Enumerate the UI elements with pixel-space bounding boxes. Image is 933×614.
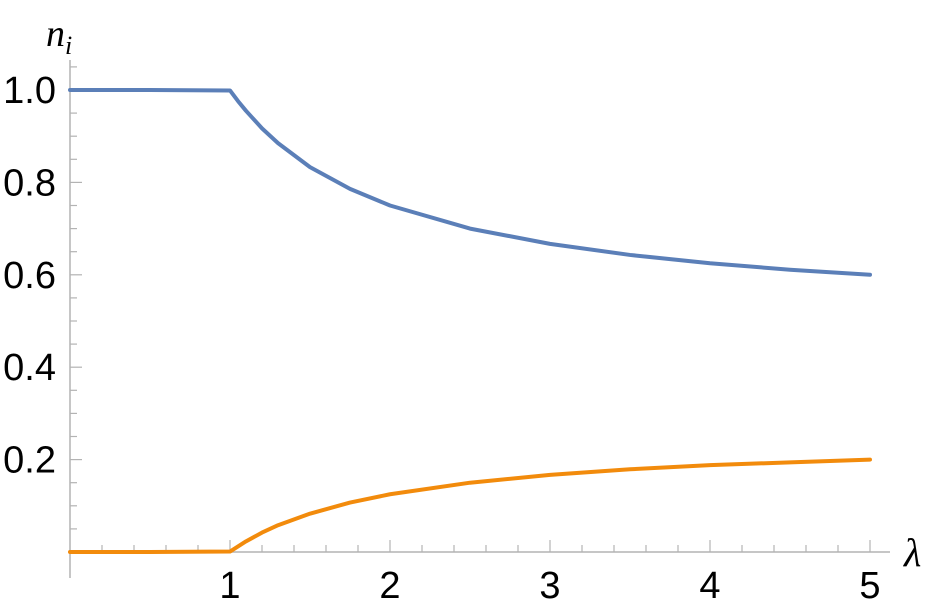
series xyxy=(68,88,872,554)
ticks xyxy=(70,66,871,552)
y-tick-label: 0.8 xyxy=(3,162,56,204)
x-axis-label: λ xyxy=(903,530,921,575)
x-tick-label: 1 xyxy=(219,565,240,607)
x-tick-label: 5 xyxy=(859,565,880,607)
x-tick-label: 2 xyxy=(379,565,400,607)
series-line-1 xyxy=(68,88,872,277)
x-tick-label: 3 xyxy=(539,565,560,607)
y-tick-label: 0.2 xyxy=(3,440,56,482)
y-tick-label: 0.4 xyxy=(3,347,56,389)
series-line-2 xyxy=(68,457,872,554)
x-tick-label: 4 xyxy=(699,565,720,607)
y-tick-label: 1.0 xyxy=(3,70,56,112)
y-axis-label-sub: i xyxy=(65,31,72,60)
y-tick-label: 0.6 xyxy=(3,255,56,297)
y-axis-label: ni xyxy=(46,13,72,60)
axes xyxy=(68,60,890,578)
y-axis-label-main: n xyxy=(46,13,65,55)
tick-labels: 1 2 3 4 5 0.2 0.4 0.6 0.8 1.0 xyxy=(3,70,880,607)
